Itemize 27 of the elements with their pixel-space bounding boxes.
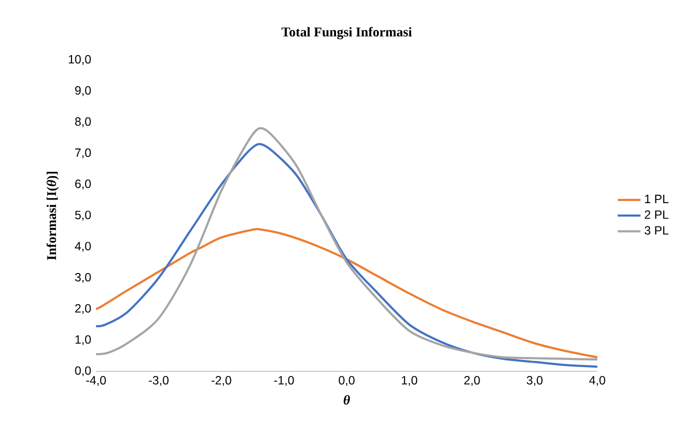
x-tick-label: -2,0 <box>212 376 232 386</box>
x-tick-label: 3,0 <box>526 376 543 386</box>
legend-label: 2 PL <box>644 210 668 219</box>
x-tick-label: 0,0 <box>338 376 355 386</box>
y-axis-title: Informasi [I(θ)] <box>46 172 59 260</box>
legend-label: 1 PL <box>645 194 668 204</box>
x-tick-label: 1,0 <box>402 376 418 386</box>
x-tick-label: -3,0 <box>148 376 169 386</box>
legend-label: 3 PL <box>644 226 668 235</box>
y-tick-label: 2,0 <box>75 304 91 314</box>
y-tick-label: 10,0 <box>68 55 91 65</box>
y-tick-label: 8,0 <box>75 117 91 128</box>
x-tick-label: -1,0 <box>274 376 294 386</box>
x-tick-label: 4,0 <box>589 376 606 386</box>
y-tick-label: 1,0 <box>76 335 91 346</box>
y-tick-label: 0,0 <box>75 366 91 376</box>
x-tick-label: 2,0 <box>464 376 480 386</box>
y-tick-label: 9,0 <box>75 86 91 96</box>
x-tick-label: -4,0 <box>86 376 106 386</box>
chart-title: Total Fungsi Informasi <box>282 26 412 40</box>
y-tick-label: 6,0 <box>75 180 91 190</box>
y-tick-label: 3,0 <box>75 272 91 283</box>
y-tick-label: 4,0 <box>74 242 91 252</box>
line-series <box>94 228 598 358</box>
y-tick-label: 7,0 <box>75 148 91 158</box>
y-tick-label: 5,0 <box>75 210 91 221</box>
x-axis-title: θ <box>344 395 350 405</box>
